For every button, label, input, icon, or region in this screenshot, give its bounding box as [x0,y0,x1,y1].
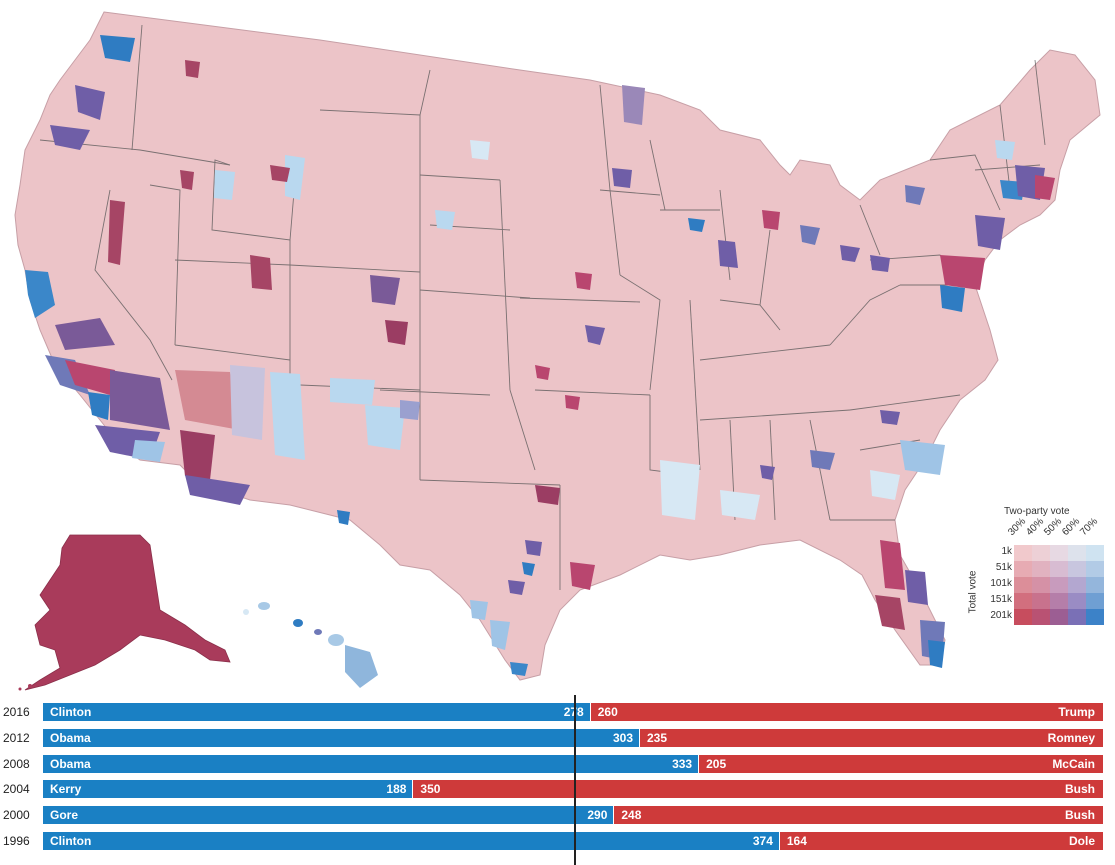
legend-percent-60: 60% [1060,516,1083,538]
rep-bar [779,832,1103,850]
rep-candidate: Romney [1047,730,1095,745]
alaska [18,534,231,691]
electoral-vote-bars: 2016 Clinton 278 260 Trump 2012 Obama 303 235 Rom… [0,695,1115,865]
election-year: 2008 [3,756,30,771]
election-year: 2004 [3,782,30,797]
dem-bar [43,728,639,747]
legend-percent-70: 70% [1078,516,1101,538]
dem-bar [43,754,699,773]
legend-swatch [1032,577,1050,593]
dem-electoral-votes: 278 [564,705,584,719]
majority-line [574,695,576,865]
rep-bar [590,703,1103,721]
rep-candidate: Bush [1065,808,1095,823]
legend-swatch [1068,593,1086,609]
legend-total-vote-axis: Total vote [966,557,980,627]
rep-electoral-votes: 164 [786,834,807,848]
legend-swatch [1014,593,1032,609]
legend-swatch [1086,561,1104,577]
election-row: 2004 Kerry 188 350 Bush [0,779,1115,799]
dem-candidate: Clinton [50,834,92,848]
dem-electoral-votes: 188 [386,782,407,797]
legend-swatch [1032,593,1050,609]
legend-swatch [1014,609,1032,625]
election-row: 2016 Clinton 278 260 Trump [0,702,1115,722]
legend-swatch [1032,609,1050,625]
dem-leaning-counties [25,35,1055,676]
dem-electoral-votes: 303 [612,730,633,745]
legend-swatch [1050,593,1068,609]
legend-swatch [1014,545,1032,561]
rep-bar [614,806,1103,825]
legend: Two-party vote 30% 40% 50% 60% 70% Total… [966,505,1111,635]
legend-swatch [1068,609,1086,625]
election-year: 2016 [3,705,30,719]
dem-bar [43,703,590,721]
election-row: 2000 Gore 290 248 Bush [0,805,1115,825]
election-year: 2000 [3,808,30,823]
legend-title: Two-party vote [1004,506,1070,517]
dem-candidate: Gore [50,808,79,823]
legend-swatch [1068,545,1086,561]
dem-bar [43,832,779,850]
legend-swatch [1014,561,1032,577]
rep-electoral-votes: 350 [420,782,441,797]
legend-swatch [1050,609,1068,625]
legend-swatch [1050,561,1068,577]
rep-electoral-votes: 248 [621,808,642,823]
contiguous-us [14,11,1101,681]
rep-candidate: McCain [1052,756,1095,771]
rep-electoral-votes: 205 [706,756,727,771]
legend-swatch [1050,545,1068,561]
legend-level-1k: 1k [1001,546,1012,557]
dem-bar [43,780,413,799]
rep-electoral-votes: 260 [597,705,618,719]
legend-swatch [1086,593,1104,609]
rep-candidate: Trump [1058,705,1095,719]
dem-candidate: Obama [50,756,91,771]
rep-candidate: Dole [1068,834,1095,848]
legend-swatch [1050,577,1068,593]
dem-electoral-votes: 374 [752,834,773,848]
legend-swatch [1086,577,1104,593]
dem-electoral-votes: 290 [587,808,608,823]
dem-bar [43,806,614,825]
dem-candidate: Obama [50,730,91,745]
legend-level-151k: 151k [990,594,1012,605]
election-row: 2008 Obama 333 205 McCain [0,754,1115,774]
legend-percent-30: 30% [1006,516,1029,538]
hawaii [243,602,378,688]
legend-level-201k: 201k [990,610,1012,621]
rep-electoral-votes: 235 [646,730,668,745]
legend-swatch [1032,561,1050,577]
alaska-shape [24,534,231,691]
rep-candidate: Bush [1065,782,1095,797]
dem-candidate: Clinton [50,705,92,719]
legend-percent-50: 50% [1042,516,1065,538]
contiguous-us-landmass [14,11,1101,681]
legend-swatch [1086,545,1104,561]
election-row: 2012 Obama 303 235 Romney [0,728,1115,748]
dem-candidate: Kerry [50,782,82,797]
legend-total-vote-label: Total vote [967,570,979,614]
election-year: 1996 [3,834,30,848]
election-year: 2012 [3,730,30,745]
legend-swatch [1032,545,1050,561]
legend-swatch [1086,609,1104,625]
legend-level-51k: 51k [995,562,1012,573]
legend-swatch [1068,561,1086,577]
legend-level-101k: 101k [990,578,1012,589]
rep-bar [699,754,1103,773]
legend-swatch [1014,577,1032,593]
rep-bar [413,780,1103,799]
county-vote-map [14,11,1101,691]
election-row: 1996 Clinton 374 164 Dole [0,831,1115,851]
dem-electoral-votes: 333 [672,756,693,771]
rep-bar [639,728,1103,747]
legend-percent-40: 40% [1024,516,1047,538]
legend-swatch [1068,577,1086,593]
